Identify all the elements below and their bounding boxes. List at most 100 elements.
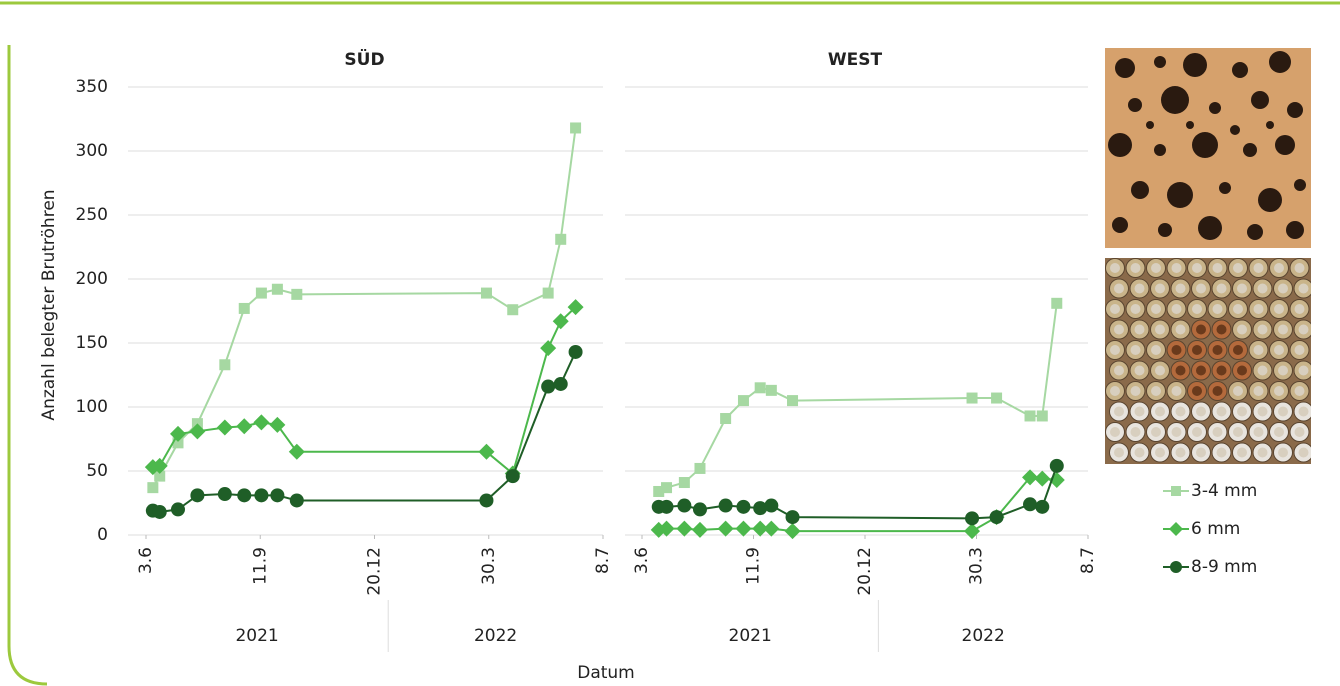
marker [553, 376, 568, 391]
marker [216, 419, 233, 436]
marker [507, 304, 519, 316]
tube-hole [1175, 324, 1186, 335]
tube-hole [1114, 365, 1124, 376]
marker [692, 502, 707, 517]
marker [765, 384, 777, 396]
tube-hole [1212, 263, 1223, 273]
tube-hole [1298, 406, 1309, 417]
x-group-label: 2022 [962, 626, 1005, 646]
tube-hole [1237, 324, 1247, 335]
marker [170, 502, 185, 517]
marker [478, 443, 495, 460]
tube-hole [1212, 427, 1223, 437]
marker [169, 425, 186, 442]
marker [291, 288, 303, 300]
hole [1269, 51, 1291, 73]
tube-hole [1134, 365, 1145, 376]
x-tick-label: 3.6 [632, 547, 652, 574]
tube-hole [1171, 427, 1182, 437]
marker [255, 287, 267, 299]
marker [753, 501, 768, 516]
marker [237, 488, 252, 503]
hole [1247, 224, 1263, 240]
marker [219, 359, 231, 371]
x-tick-label: 11.9 [250, 547, 270, 585]
hole [1232, 62, 1248, 78]
tube-hole [1192, 386, 1202, 396]
tube-hole [1212, 304, 1223, 314]
tube-hole [1155, 447, 1165, 458]
marker [568, 344, 583, 359]
x-tick-label: 11.9 [744, 547, 764, 585]
hole [1131, 181, 1149, 199]
tube-hole [1130, 386, 1141, 396]
marker [154, 470, 166, 482]
tube-hole [1175, 406, 1186, 417]
tube-hole [1130, 427, 1141, 437]
tube-hole [1130, 304, 1141, 314]
tube-hole [1274, 304, 1284, 314]
tube-hole [1212, 345, 1223, 355]
tube-hole [1196, 324, 1206, 335]
marker [238, 302, 250, 314]
marker [735, 520, 752, 537]
hole [1230, 125, 1240, 135]
x-tick-label: 8.7 [1078, 547, 1098, 574]
photo-tube-block [1105, 258, 1311, 464]
marker [288, 443, 305, 460]
tube-hole [1233, 427, 1243, 437]
tube-hole [1278, 447, 1288, 458]
tube-hole [1216, 447, 1227, 458]
legend-marker [1171, 486, 1181, 496]
tube-hole [1274, 345, 1284, 355]
x-axis-label: Datum [577, 663, 635, 683]
marker [552, 313, 569, 330]
x-tick-label: 20.12 [365, 547, 385, 596]
y-tick-label: 100 [76, 397, 108, 417]
tube-hole [1233, 386, 1243, 396]
tube-hole [1298, 365, 1309, 376]
y-tick-label: 50 [86, 461, 108, 481]
hole [1183, 53, 1207, 77]
marker [785, 510, 800, 525]
marker [718, 498, 733, 513]
tube-hole [1155, 283, 1165, 294]
y-tick-label: 300 [76, 141, 108, 161]
tube-hole [1192, 345, 1202, 355]
tube-hole [1151, 386, 1161, 396]
x-tick-label: 3.6 [136, 547, 156, 574]
marker [1022, 469, 1039, 486]
marker [989, 510, 1004, 525]
marker [270, 488, 285, 503]
tube-hole [1212, 386, 1223, 396]
tube-hole [1257, 365, 1268, 376]
marker [1023, 497, 1038, 512]
tube-hole [1274, 263, 1284, 273]
tube-hole [1130, 263, 1141, 273]
legend-label: 6 mm [1191, 519, 1240, 539]
tube-hole [1216, 406, 1227, 417]
marker [691, 521, 708, 538]
tube-hole [1298, 283, 1309, 294]
x-group-label: 2021 [235, 626, 278, 646]
tube-hole [1237, 447, 1247, 458]
tube-hole [1155, 324, 1165, 335]
tube-hole [1171, 304, 1182, 314]
tube-hole [1151, 263, 1161, 273]
hole [1294, 179, 1306, 191]
marker [1051, 297, 1063, 309]
tube-hole [1110, 386, 1120, 396]
marker [752, 520, 769, 537]
hole [1192, 132, 1218, 158]
marker [784, 523, 801, 540]
tube-hole [1196, 447, 1206, 458]
marker [659, 499, 674, 514]
tube-hole [1298, 324, 1309, 335]
hole [1258, 188, 1282, 212]
marker [289, 493, 304, 508]
tube-hole [1253, 263, 1264, 273]
marker [653, 485, 665, 497]
hole [1161, 86, 1189, 114]
tube-hole [1114, 406, 1124, 417]
